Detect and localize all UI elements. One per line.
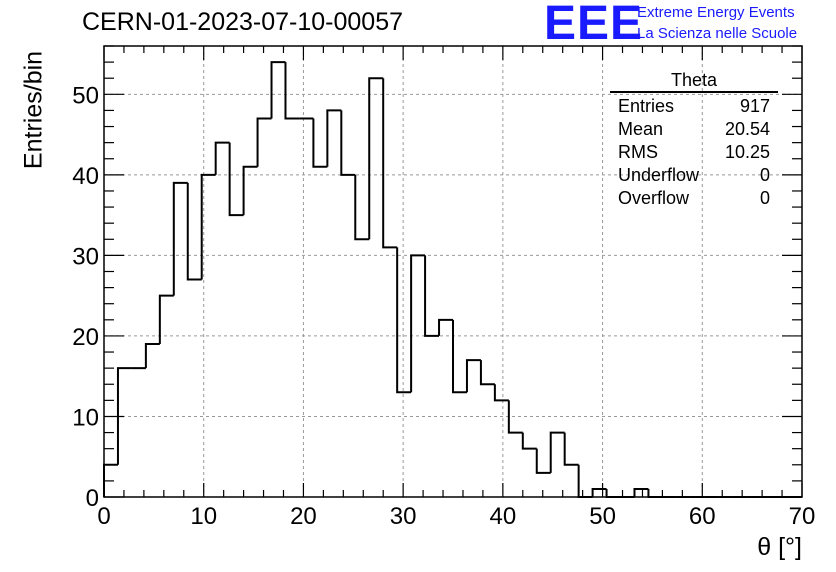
y-tick-label: 30 — [72, 243, 99, 270]
histogram-bin — [172, 181, 188, 296]
histogram-bin — [591, 487, 607, 497]
y-tick-label: 40 — [72, 163, 99, 190]
stats-row-mean: Mean 20.54 — [610, 118, 778, 141]
histogram-bin — [144, 342, 160, 369]
eee-logo: EEE — [544, 0, 644, 50]
histogram-bin — [396, 247, 412, 394]
histogram-bin — [200, 173, 216, 280]
stats-label: Overflow — [618, 188, 690, 208]
x-axis-label: θ [°] — [757, 533, 802, 561]
histogram-bin — [256, 117, 272, 167]
stats-row-overflow: Overflow 0 — [610, 187, 778, 210]
x-tick-label: 20 — [290, 503, 317, 530]
stats-label: Mean — [618, 119, 664, 139]
stats-label: Entries — [618, 96, 675, 116]
histogram-bin — [116, 367, 132, 465]
histogram-bin — [284, 62, 300, 120]
stats-box: Theta Entries 917 Mean 20.54 RMS 10.25 U… — [610, 70, 778, 210]
histogram-bin — [452, 319, 467, 394]
stats-label: RMS — [618, 142, 658, 162]
histogram-bin — [493, 384, 509, 402]
logo-subtitle-1: Extreme Energy Events — [637, 4, 795, 21]
histogram-bin — [535, 448, 551, 474]
x-tick-label: 60 — [689, 503, 716, 530]
histogram-bin — [228, 142, 244, 217]
histogram-bin — [354, 174, 370, 241]
x-tick-label: 10 — [190, 503, 217, 530]
tick-labels: 0 10 20 30 40 50 60 70 0 10 20 30 40 50 — [72, 82, 815, 530]
histogram-bin — [326, 109, 342, 167]
x-tick-label: 30 — [390, 503, 417, 530]
x-tick-label: 0 — [97, 503, 110, 530]
stats-row-entries: Entries 917 — [610, 95, 778, 118]
histogram-bin — [242, 165, 258, 216]
histogram-bin — [438, 318, 453, 336]
histogram-bin — [214, 141, 230, 175]
y-tick-label: 50 — [72, 82, 99, 109]
histogram-bin — [605, 488, 621, 498]
stats-value: 10.25 — [724, 142, 770, 162]
stats-value: 0 — [759, 188, 770, 208]
histogram-bin — [424, 255, 440, 337]
logo-subtitle-2: La Scienza nelle Scuole — [637, 25, 798, 42]
histogram-bin — [521, 432, 537, 450]
histogram-bin — [340, 110, 356, 176]
x-tick-label: 40 — [490, 503, 517, 530]
histogram-bin — [158, 294, 174, 344]
stats-row-underflow: Underflow 0 — [610, 164, 778, 187]
y-tick-label: 0 — [86, 485, 99, 512]
histogram-bin — [312, 118, 328, 168]
stats-label: Underflow — [618, 165, 700, 185]
histogram-bin — [647, 488, 663, 498]
stats-row-rms: RMS 10.25 — [610, 141, 778, 164]
stats-value: 20.54 — [724, 119, 770, 139]
histogram-bin — [270, 61, 286, 119]
histogram-bin — [507, 400, 523, 434]
histogram-bin — [465, 359, 481, 393]
histogram-bin — [368, 77, 384, 240]
x-tick-label: 50 — [589, 503, 616, 530]
histogram-bin — [382, 78, 398, 249]
histogram-bin — [577, 464, 593, 498]
stats-value: 917 — [739, 96, 770, 116]
histogram-bin — [479, 360, 495, 386]
stats-value: 0 — [759, 165, 770, 185]
axis-ticks — [103, 45, 803, 498]
y-axis-label: Entries/bin — [19, 50, 48, 170]
y-tick-label: 20 — [72, 324, 99, 351]
stats-title: Theta — [610, 70, 778, 93]
histogram-bin — [410, 254, 426, 393]
run-title: CERN-01-2023-07-10-00057 — [82, 8, 404, 36]
histogram-bin — [549, 431, 565, 473]
histogram-bin — [186, 182, 202, 281]
histogram-bin — [633, 487, 649, 497]
x-tick-label: 70 — [789, 503, 816, 530]
histogram-bin — [563, 432, 579, 466]
y-tick-label: 10 — [72, 404, 99, 431]
